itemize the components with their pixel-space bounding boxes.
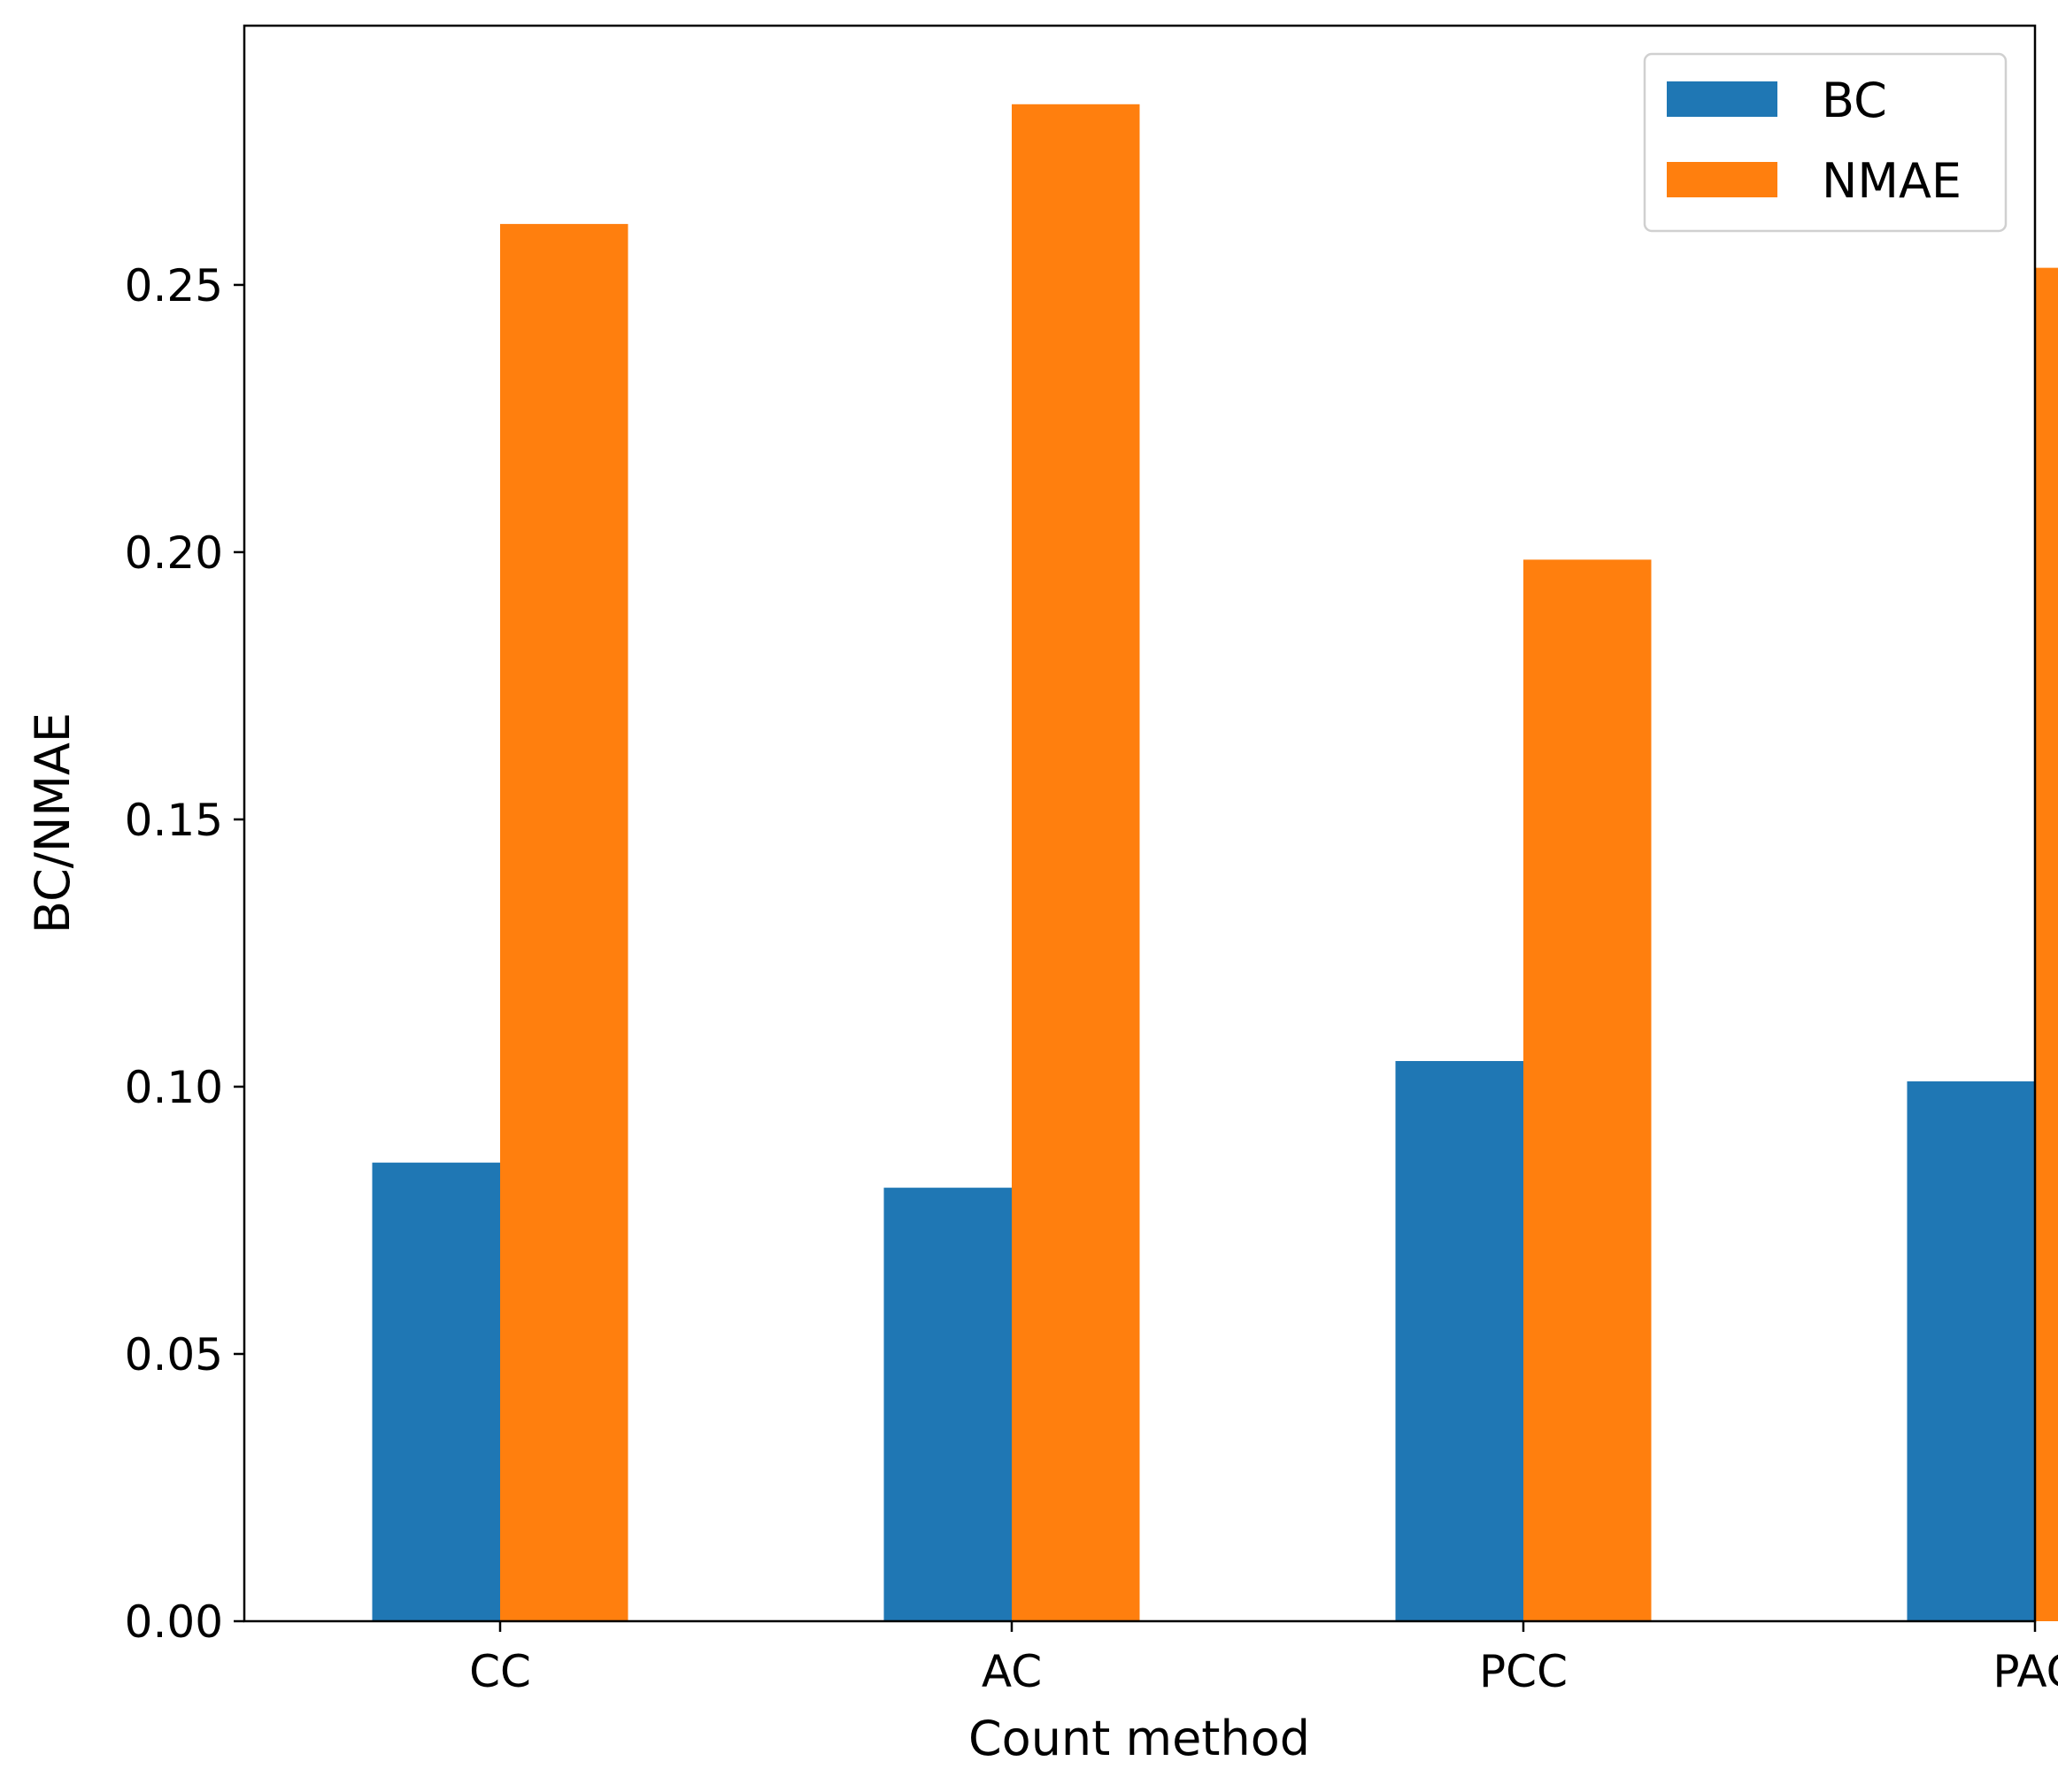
legend-label-bc: BC: [1822, 73, 1887, 128]
bar-nmae-pac: [2035, 267, 2058, 1621]
legend-swatch-nmae: [1667, 162, 1777, 197]
x-axis: CC AC PCC PAC: [469, 1621, 2058, 1697]
y-tick-label: 0.25: [125, 260, 223, 311]
bar-nmae-cc: [500, 224, 628, 1622]
bar-bc-pcc: [1395, 1060, 1523, 1621]
x-tick-label-ac: AC: [982, 1646, 1042, 1697]
x-tick-label-pac: PAC: [1992, 1646, 2058, 1697]
plot-frame: [243, 24, 2037, 1623]
bar-nmae-pcc: [1523, 559, 1652, 1622]
bar-bc-cc: [372, 1162, 500, 1621]
bars-group: [372, 104, 2058, 1622]
legend-label-nmae: NMAE: [1822, 153, 1962, 209]
y-axis: 0.00 0.05 0.10 0.15 0.20 0.25: [125, 260, 244, 1648]
y-tick-label: 0.10: [125, 1062, 223, 1113]
legend: BC NMAE: [1643, 52, 2008, 233]
y-tick-label: 0.20: [125, 527, 223, 579]
bar-bc-ac: [883, 1188, 1012, 1621]
y-tick-label: 0.00: [125, 1596, 223, 1648]
y-tick-label: 0.05: [125, 1329, 223, 1381]
x-tick-label-pcc: PCC: [1479, 1646, 1568, 1697]
y-tick-label: 0.15: [125, 795, 223, 846]
x-tick-label-cc: CC: [469, 1646, 531, 1697]
y-axis-label: BC/NMAE: [25, 712, 81, 934]
legend-swatch-bc: [1667, 81, 1777, 117]
bar-nmae-ac: [1012, 104, 1140, 1621]
x-axis-label: Count method: [968, 1711, 1310, 1766]
bar-bc-pac: [1907, 1081, 2035, 1621]
